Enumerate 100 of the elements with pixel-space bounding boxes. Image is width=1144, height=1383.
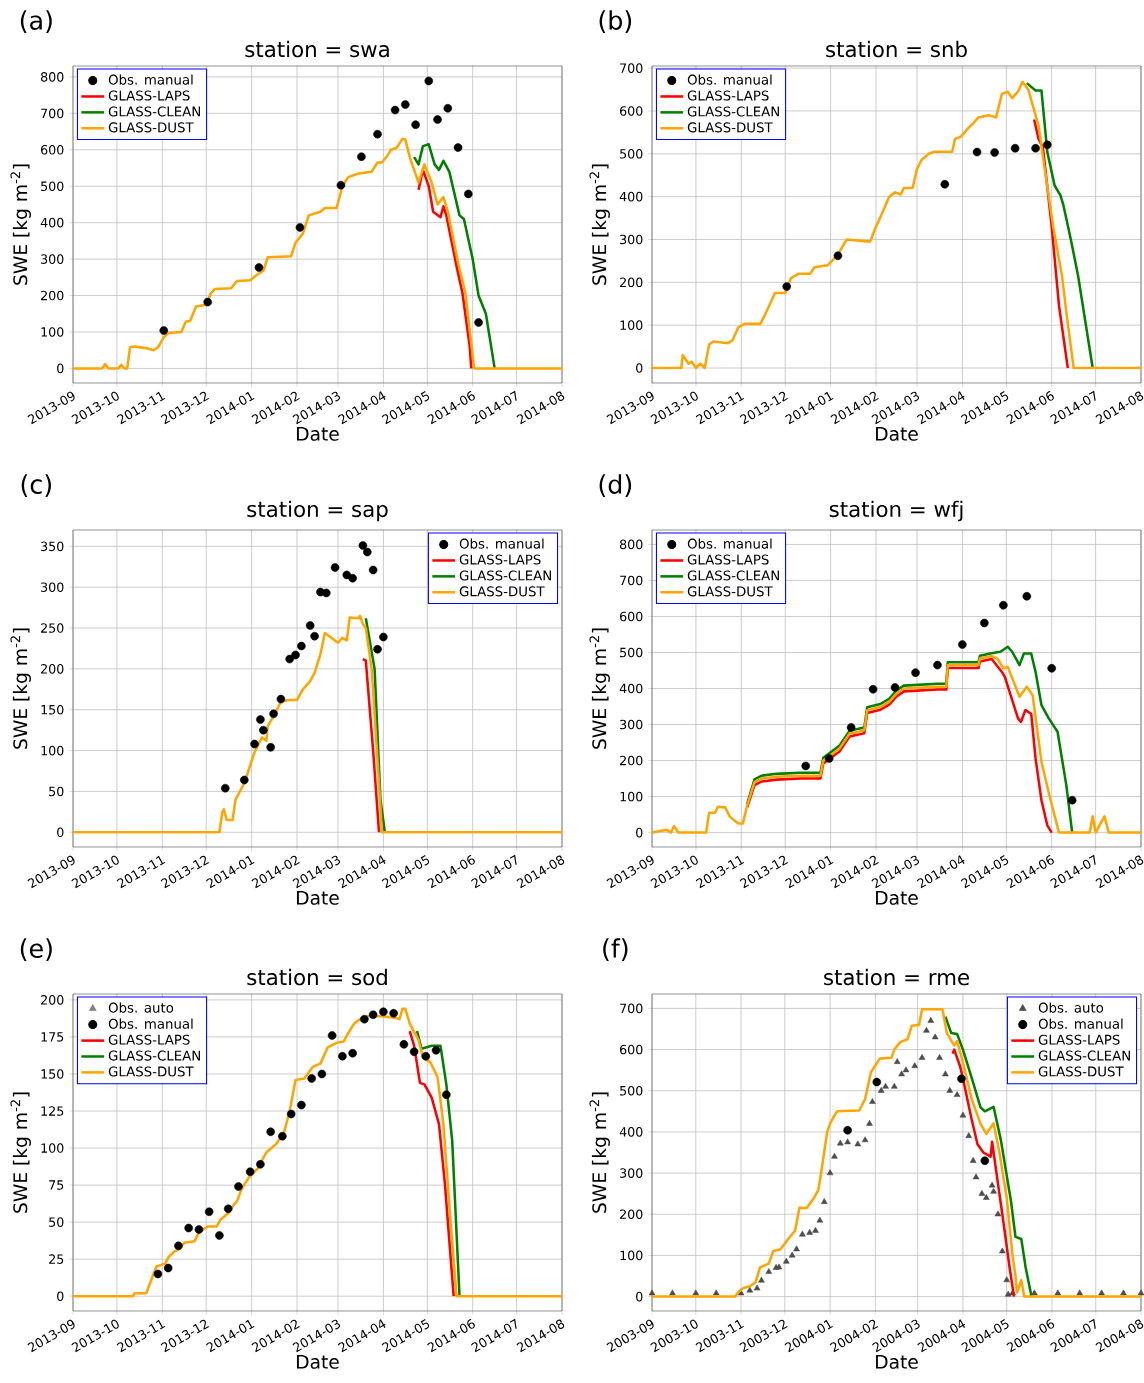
y-tick-label: 100 (620, 791, 643, 802)
y-tick-label: 700 (620, 1003, 643, 1014)
y-tick-label: 100 (41, 327, 64, 337)
point (1031, 143, 1040, 153)
y-tick-label: 600 (40, 145, 64, 155)
x-axis-title: Date (876, 426, 918, 441)
point (286, 1109, 296, 1119)
point (972, 147, 982, 157)
y-tick-label: 600 (619, 611, 643, 622)
point (421, 1051, 431, 1061)
x-axis-title: Date (876, 890, 918, 905)
point (868, 684, 878, 694)
text: (d) (599, 474, 632, 497)
text: (c) (21, 474, 51, 497)
point (1067, 795, 1077, 805)
point (933, 660, 942, 670)
point (363, 547, 372, 557)
chart-title: station = snb (826, 40, 967, 58)
chart-title: station = swa (245, 40, 389, 58)
y-axis-title: SWE [kg m$^{-2}$] (589, 1092, 610, 1213)
legend-label: Obs. manual (1038, 1018, 1123, 1029)
point (379, 1007, 388, 1017)
y-tick-label: 125 (41, 1106, 64, 1116)
y-tick-label: 0 (57, 1291, 64, 1301)
y-tick-label: 300 (41, 254, 64, 264)
y-tick-label: 800 (619, 539, 643, 550)
y-tick-label: 0 (636, 1291, 643, 1302)
legend-label: GLASS-DUST (108, 122, 194, 133)
point (958, 640, 967, 649)
point (174, 1241, 183, 1251)
point (220, 783, 230, 793)
legend-label: GLASS-LAPS (108, 1034, 190, 1045)
point (256, 715, 265, 724)
point (368, 565, 378, 575)
point (980, 618, 989, 628)
point (872, 1077, 882, 1087)
y-tick-label: 400 (40, 217, 64, 228)
y-tick-label: 100 (41, 745, 64, 756)
x-axis-title: Date (297, 426, 339, 441)
point (368, 1010, 378, 1019)
text: (a) (20, 10, 52, 33)
point (442, 1090, 451, 1099)
point (297, 1100, 306, 1110)
point (297, 641, 306, 651)
chart-title: station = rme (824, 968, 969, 986)
point (843, 1125, 852, 1135)
point (373, 129, 382, 139)
point (890, 683, 900, 692)
y-tick-label: 200 (620, 277, 643, 288)
legend-label: GLASS-DUST (687, 122, 773, 133)
point (330, 563, 340, 572)
y-tick-label: 400 (619, 191, 643, 202)
legend-label: Obs. auto (1038, 1002, 1104, 1013)
point (957, 1074, 966, 1084)
x-axis-title: Date (297, 1354, 339, 1369)
y-tick-label: 700 (620, 63, 643, 73)
point (833, 251, 843, 261)
y-tick-label: 300 (620, 234, 643, 245)
point (203, 297, 212, 307)
point (409, 1047, 419, 1057)
line-series (417, 168, 473, 370)
line-series (652, 654, 1141, 834)
point (223, 1204, 233, 1214)
y-tick-label: 100 (620, 1250, 643, 1261)
y-axis-title: SWE [kg m$^{-2}$] (10, 1092, 31, 1213)
y-tick-label: 200 (620, 755, 643, 766)
legend-label: GLASS-CLEAN (687, 106, 779, 117)
y-axis-title: SWE [kg m$^{-2}$] (10, 164, 31, 285)
y-tick-label: 600 (619, 1044, 643, 1055)
point (266, 743, 275, 752)
x-axis-title: Date (876, 1354, 918, 1369)
point (911, 668, 920, 677)
y-tick-label: 800 (40, 72, 64, 82)
point (389, 1008, 398, 1018)
y-tick-label: 150 (41, 1069, 64, 1079)
y-tick-label: 400 (619, 1127, 643, 1137)
y-tick-label: 25 (49, 1254, 64, 1264)
y-tick-label: 700 (620, 575, 643, 586)
text: (b) (599, 10, 632, 33)
point (474, 318, 483, 327)
point (782, 282, 791, 291)
point (338, 1051, 347, 1061)
point (163, 1263, 173, 1273)
y-tick-label: 500 (41, 181, 64, 192)
point (401, 100, 410, 109)
y-tick-label: 200 (41, 290, 64, 301)
x-axis-title: Date (297, 890, 339, 905)
legend-label: GLASS-CLEAN (1038, 1050, 1130, 1061)
legend-label: GLASS-CLEAN (108, 106, 200, 117)
point (245, 1167, 255, 1177)
point (801, 761, 810, 771)
point (285, 654, 294, 664)
point (153, 1269, 163, 1279)
y-tick-label: 400 (619, 683, 643, 694)
point (194, 1225, 204, 1234)
point (360, 1014, 369, 1024)
y-tick-label: 500 (620, 1085, 643, 1096)
point (269, 709, 278, 719)
y-tick-label: 700 (41, 108, 64, 119)
y-axis-title: SWE [kg m$^{-2}$] (589, 164, 610, 285)
